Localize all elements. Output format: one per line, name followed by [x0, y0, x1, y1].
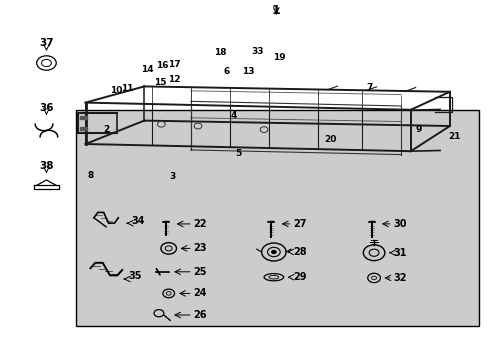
Text: 30: 30 [393, 219, 407, 229]
Text: 4: 4 [230, 111, 237, 120]
Text: 37: 37 [39, 38, 54, 48]
Bar [76, 110, 478, 326]
Text: 23: 23 [193, 243, 207, 253]
Text: 3: 3 [169, 172, 175, 181]
Text: 21: 21 [447, 132, 460, 140]
Text: 7: 7 [366, 83, 372, 91]
Text: 13: 13 [242, 68, 254, 77]
Text: 10: 10 [109, 86, 122, 95]
Text: 22: 22 [193, 219, 207, 229]
Text: 31: 31 [393, 248, 407, 258]
Text: 11: 11 [121, 84, 134, 93]
Text: 28: 28 [293, 247, 306, 257]
Text: 26: 26 [193, 310, 207, 320]
Text: 8: 8 [88, 171, 94, 180]
Text: 16: 16 [155, 61, 168, 70]
Text: 29: 29 [293, 272, 306, 282]
Text: 14: 14 [141, 65, 154, 74]
Text: 17: 17 [168, 60, 181, 69]
Text: 18: 18 [213, 48, 226, 57]
Circle shape [271, 250, 276, 254]
Text: 25: 25 [193, 267, 207, 277]
Text: 9: 9 [414, 125, 421, 134]
Text: 32: 32 [393, 273, 407, 283]
Text: 20: 20 [323, 135, 336, 144]
Text: 24: 24 [193, 288, 207, 298]
Text: 27: 27 [293, 219, 306, 229]
Text: 35: 35 [128, 271, 142, 282]
Text: 12: 12 [167, 76, 180, 85]
Text: 2: 2 [103, 125, 109, 134]
Text: 36: 36 [39, 103, 54, 113]
Text: 15: 15 [154, 77, 166, 86]
Text: 34: 34 [131, 216, 144, 226]
Text: 38: 38 [39, 161, 54, 171]
Text: 33: 33 [251, 47, 264, 56]
Text: 19: 19 [273, 53, 285, 62]
Text: 6: 6 [223, 68, 229, 77]
Text: 1: 1 [271, 4, 280, 17]
Text: 5: 5 [235, 149, 241, 158]
